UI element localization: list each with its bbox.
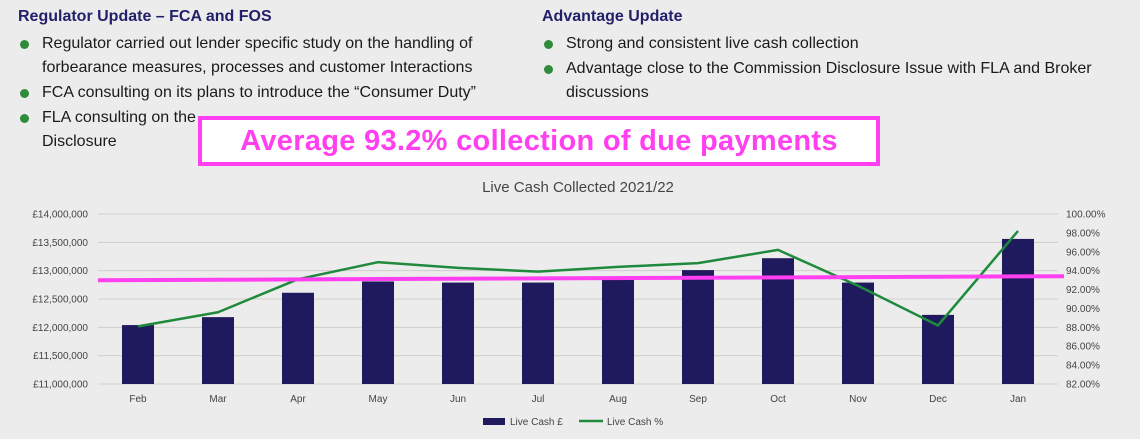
y-right-tick-label: 92.00% <box>1066 285 1100 296</box>
y-left-tick-label: £12,000,000 <box>32 323 88 334</box>
y-left-tick-label: £12,500,000 <box>32 295 88 306</box>
bar <box>282 292 314 384</box>
bullet-icon <box>20 89 29 98</box>
list-item-text: FCA consulting on its plans to introduce… <box>42 84 476 101</box>
bar <box>202 317 234 384</box>
bar <box>602 276 634 384</box>
y-left-tick-label: £13,500,000 <box>32 238 88 249</box>
advantage-update-list: Strong and consistent live cash collecti… <box>542 32 1102 105</box>
collection-callout: Average 93.2% collection of due payments <box>198 116 880 166</box>
y-right-tick-label: 98.00% <box>1066 228 1100 239</box>
x-tick-label: Nov <box>849 394 867 405</box>
bar <box>842 282 874 384</box>
y-right-tick-label: 90.00% <box>1066 304 1100 315</box>
x-tick-label: May <box>369 394 388 405</box>
line-series-live-cash-pct <box>137 230 1019 328</box>
y-right-tick-label: 88.00% <box>1066 323 1100 334</box>
y-right-tick-label: 86.00% <box>1066 342 1100 353</box>
list-item-text: Strong and consistent live cash collecti… <box>566 35 859 52</box>
legend-label-live-cash: Live Cash £ <box>510 417 563 428</box>
regulator-update-section: Regulator Update – FCA and FOS Regulator… <box>18 8 518 155</box>
regulator-update-list: Regulator carried out lender specific st… <box>18 32 518 154</box>
bullet-icon <box>20 40 29 49</box>
list-item-text: FLA consulting on the <box>42 109 196 126</box>
list-item-text: Regulator carried out lender specific st… <box>42 35 473 76</box>
legend-bar-swatch <box>483 418 505 425</box>
y-left-tick-label: £11,500,000 <box>33 351 88 362</box>
x-tick-label: Jun <box>450 394 466 405</box>
x-tick-label: Apr <box>290 394 306 405</box>
y-right-tick-label: 82.00% <box>1066 380 1100 391</box>
bar <box>442 282 474 384</box>
y-left-tick-label: £13,000,000 <box>32 266 88 277</box>
bullet-icon <box>20 114 29 123</box>
list-item-text-continued: Disclosure <box>42 133 117 150</box>
bar <box>1002 238 1034 384</box>
y-left-tick-label: £11,000,000 <box>33 380 88 391</box>
bar <box>122 325 154 384</box>
y-right-tick-label: 100.00% <box>1066 210 1106 221</box>
list-item: Regulator carried out lender specific st… <box>18 32 518 80</box>
x-tick-label: Aug <box>609 394 627 405</box>
list-item: Advantage close to the Commission Disclo… <box>542 57 1102 105</box>
y-right-tick-label: 94.00% <box>1066 266 1100 277</box>
list-item: Strong and consistent live cash collecti… <box>542 32 1102 56</box>
bullet-icon <box>544 65 553 74</box>
y-right-tick-label: 84.00% <box>1066 361 1100 372</box>
x-tick-label: Jan <box>1010 394 1026 405</box>
bullet-icon <box>544 40 553 49</box>
y-left-tick-label: £14,000,000 <box>32 210 88 221</box>
x-tick-label: Jul <box>532 394 545 405</box>
list-item-text: Advantage close to the Commission Disclo… <box>566 60 1092 101</box>
list-item: FCA consulting on its plans to introduce… <box>18 81 518 105</box>
legend-label-live-cash-pct: Live Cash % <box>607 417 663 428</box>
live-cash-chart: Live Cash Collected 2021/22 £11,000,000 £1… <box>32 179 1106 428</box>
advantage-update-heading: Advantage Update <box>542 8 683 25</box>
advantage-update-section: Advantage Update Strong and consistent l… <box>542 8 1102 106</box>
x-tick-label: Oct <box>770 394 786 405</box>
bar <box>362 281 394 384</box>
bar <box>682 270 714 384</box>
chart-title: Live Cash Collected 2021/22 <box>482 179 674 196</box>
list-item: FLA consulting on the Disclosure <box>18 106 518 154</box>
x-tick-label: Feb <box>129 394 147 405</box>
x-tick-label: Dec <box>929 394 947 405</box>
bar <box>522 282 554 384</box>
regulator-update-heading: Regulator Update – FCA and FOS <box>18 8 272 25</box>
y-right-tick-label: 96.00% <box>1066 247 1100 258</box>
x-tick-label: Sep <box>689 394 707 405</box>
x-tick-label: Mar <box>209 394 227 405</box>
average-reference-line <box>97 274 1065 283</box>
